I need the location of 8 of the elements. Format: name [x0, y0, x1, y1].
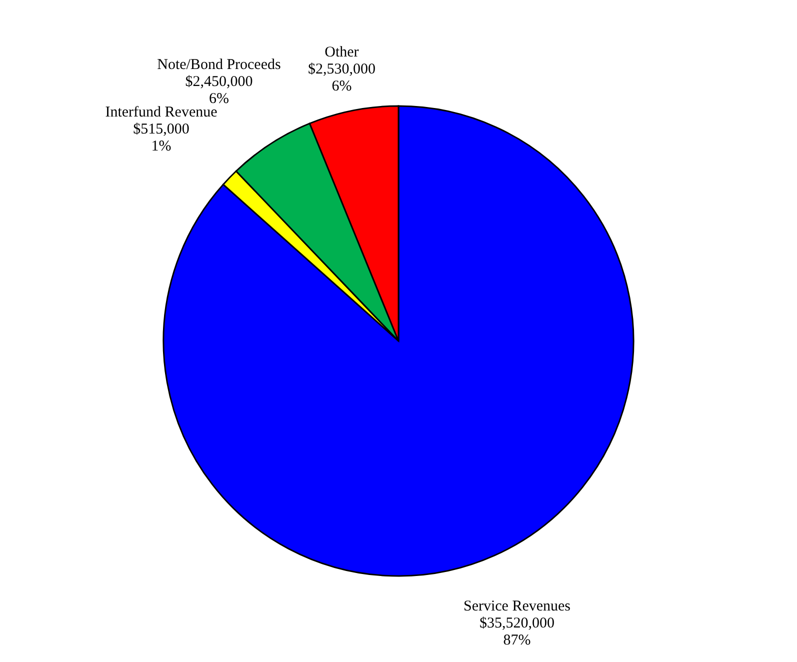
data-label: $515,000 1% [133, 122, 190, 155]
slice-label: Other [324, 44, 359, 61]
data-label: $2,530,000 6% [308, 62, 376, 95]
slice-label: Interfund Revenue [105, 104, 218, 121]
slice-label: Service Revenues [463, 598, 571, 615]
data-label: $35,520,000 87% [479, 616, 554, 649]
slice-label: Note/Bond Proceeds [157, 57, 281, 74]
data-label: $2,450,000 6% [185, 74, 253, 108]
